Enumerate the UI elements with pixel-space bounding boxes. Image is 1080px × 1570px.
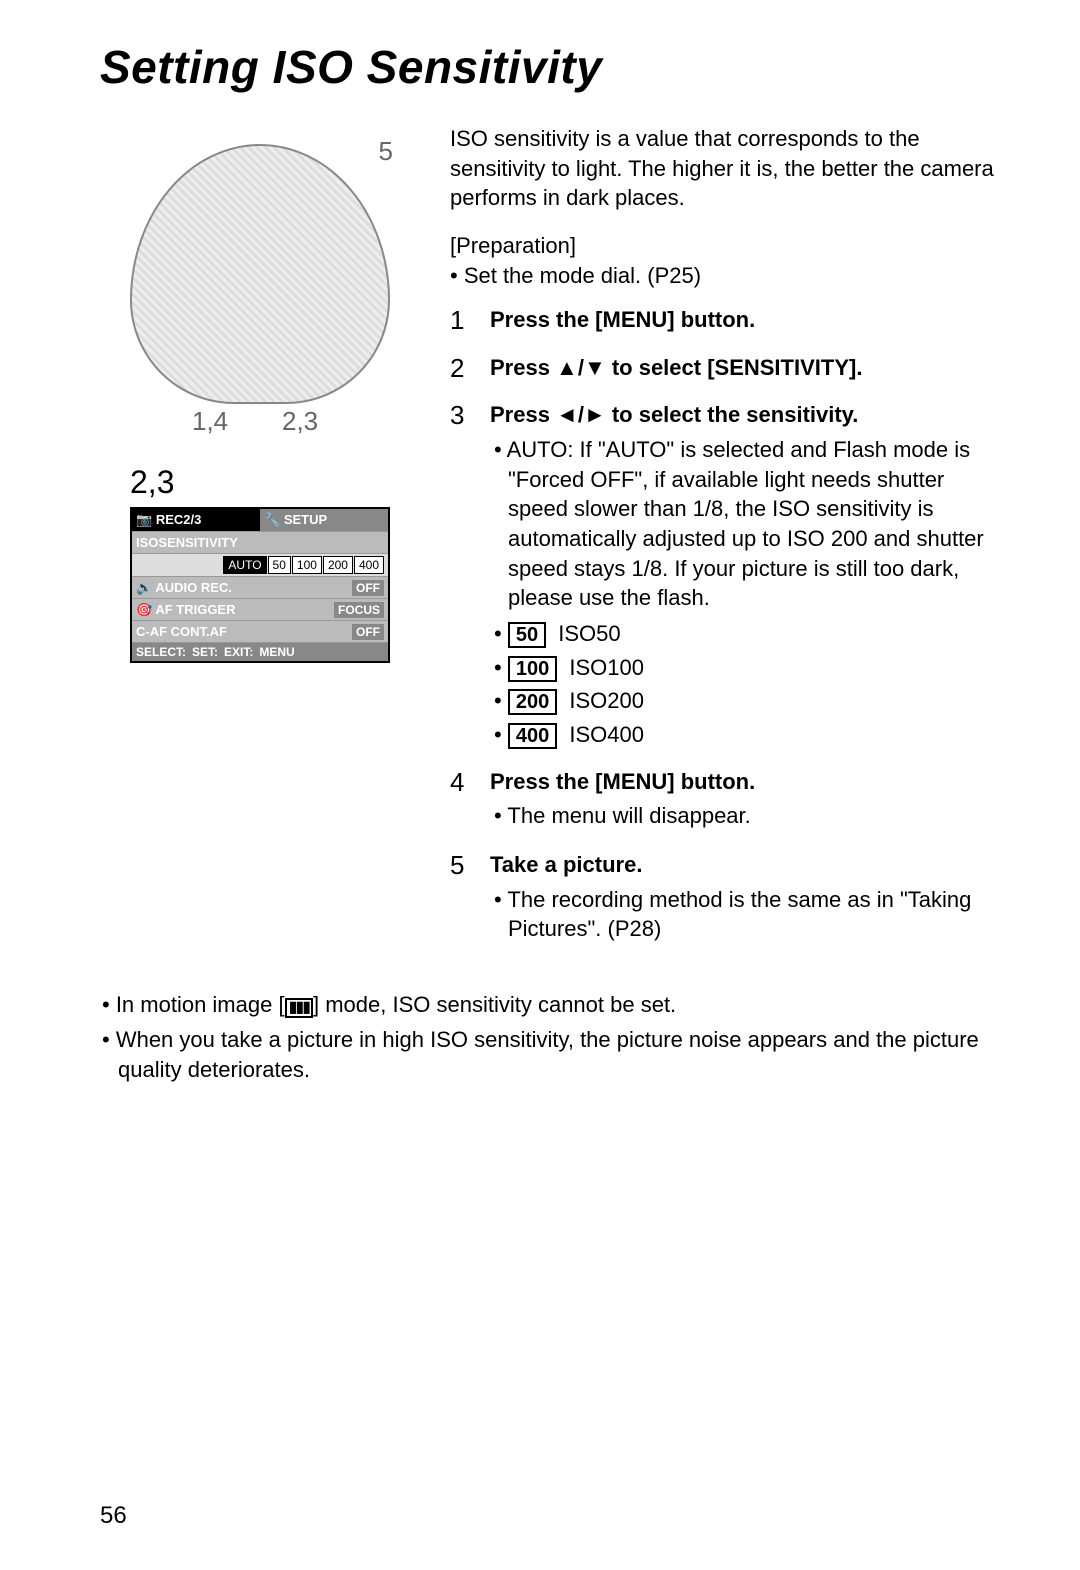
- callout-14: 1,4: [192, 406, 228, 437]
- step-3-auto-note: • AUTO: If "AUTO" is selected and Flash …: [490, 435, 1010, 613]
- intro-text: ISO sensitivity is a value that correspo…: [450, 124, 1010, 213]
- film-icon: ▮▮▮: [285, 998, 313, 1018]
- page-number: 56: [100, 1502, 127, 1530]
- notes-section: • In motion image [▮▮▮] mode, ISO sensit…: [100, 990, 1010, 1086]
- menu-screenshot-label: 2,3: [130, 464, 420, 501]
- step-4: 4 Press the [MENU] button. • The menu wi…: [450, 768, 1010, 837]
- menu-row-sensitivity-values: AUTO 50 100 200 400: [132, 553, 388, 576]
- menu-tab-rec: 📷 REC2/3: [132, 509, 260, 531]
- note-2: • When you take a picture in high ISO se…: [100, 1025, 1010, 1087]
- iso-200: • 200 ISO200: [490, 686, 1010, 716]
- menu-row-contaf: C-AF CONT.AF OFF: [132, 620, 388, 642]
- menu-row-aftrigger: 🎯 AF TRIGGER FOCUS: [132, 598, 388, 620]
- menu-footer: SELECT: SET: EXIT: MENU: [132, 642, 388, 661]
- note-1: • In motion image [▮▮▮] mode, ISO sensit…: [100, 990, 1010, 1021]
- page-title: Setting ISO Sensitivity: [100, 40, 1010, 94]
- preparation-label: [Preparation]: [450, 231, 1010, 261]
- menu-row-sensitivity-header: ISO SENSITIVITY: [132, 531, 388, 553]
- step-3: 3 Press ◄/► to select the sensitivity. •…: [450, 401, 1010, 753]
- menu-tab-setup: 🔧 SETUP: [260, 509, 388, 531]
- step-1: 1 Press the [MENU] button.: [450, 306, 1010, 340]
- step-2: 2 Press ▲/▼ to select [SENSITIVITY].: [450, 354, 1010, 388]
- camera-illustration: 5 1,4 2,3: [130, 144, 390, 404]
- callout-23: 2,3: [282, 406, 318, 437]
- callout-5: 5: [379, 136, 393, 167]
- step-5: 5 Take a picture. • The recording method…: [450, 851, 1010, 950]
- iso-100: • 100 ISO100: [490, 653, 1010, 683]
- preparation-item: • Set the mode dial. (P25): [450, 261, 1010, 291]
- iso-50: • 50 ISO50: [490, 619, 1010, 649]
- menu-row-audio: 🔊 AUDIO REC. OFF: [132, 576, 388, 598]
- menu-screenshot: 📷 REC2/3 🔧 SETUP ISO SENSITIVITY AUTO 50…: [130, 507, 390, 663]
- iso-400: • 400 ISO400: [490, 720, 1010, 750]
